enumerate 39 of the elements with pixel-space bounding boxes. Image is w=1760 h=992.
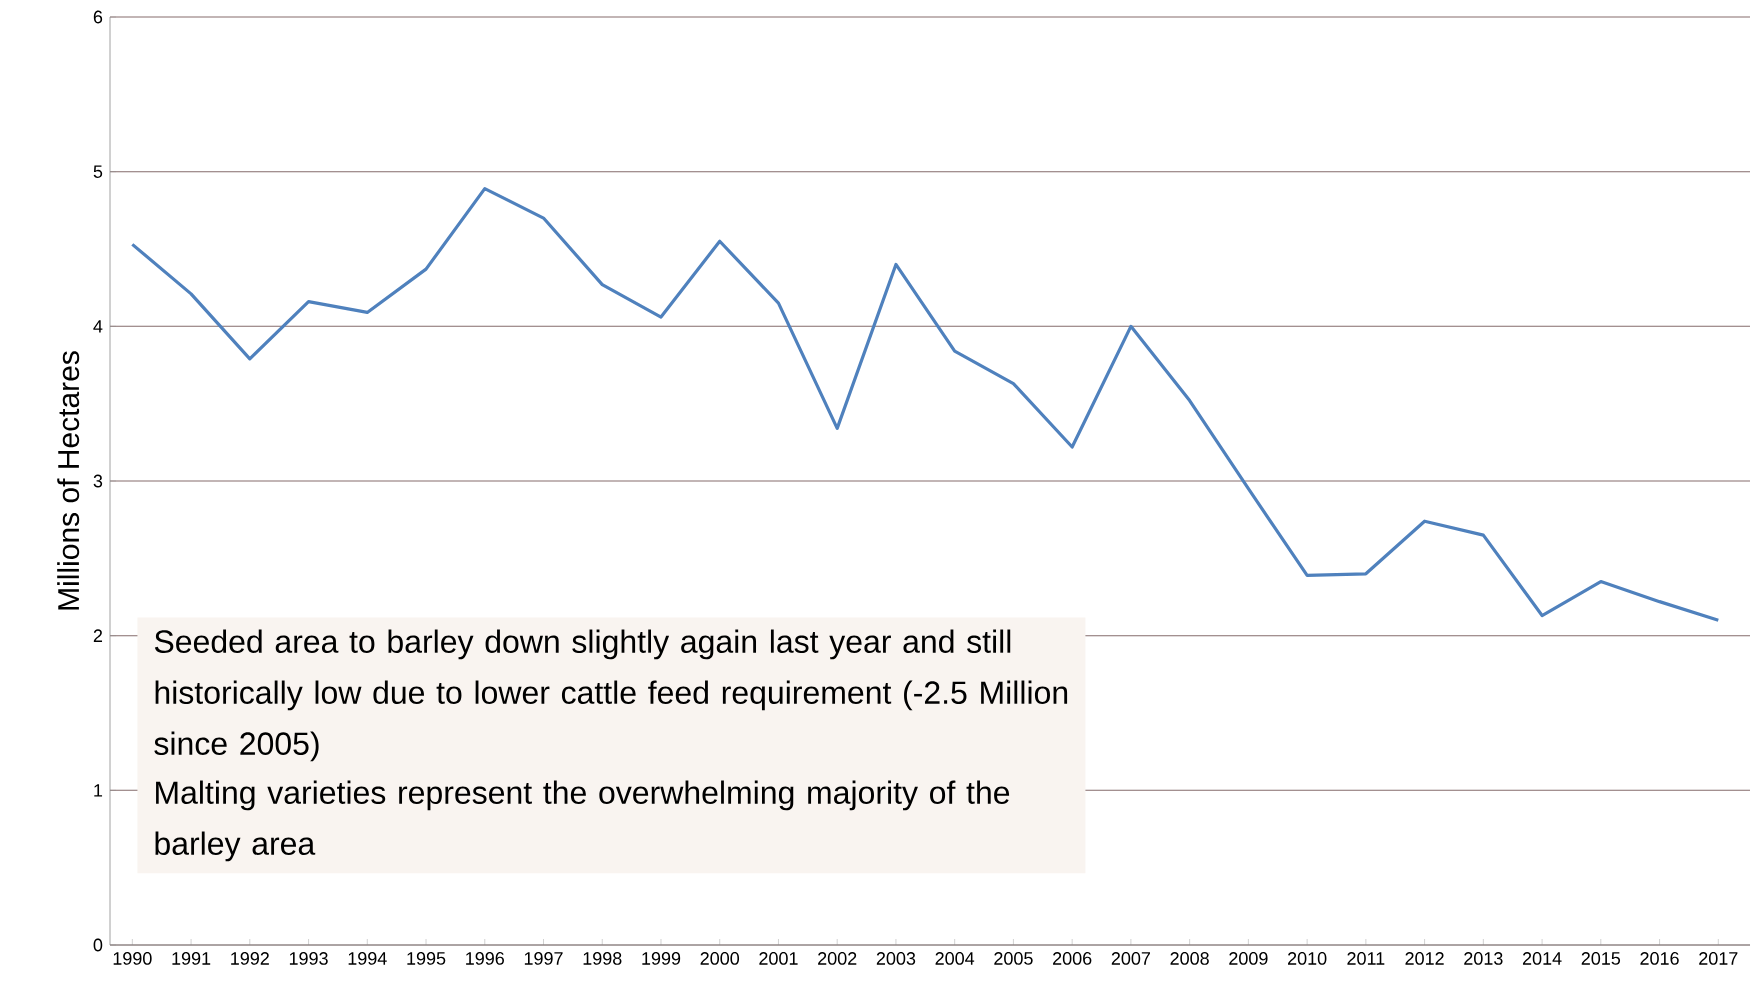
annotation: Malting varieties represent the overwhelming majority of the barley area <box>155 780 1010 862</box>
x-tick-label: 2017 <box>1699 952 1738 965</box>
x-tick-label: 1999 <box>642 952 681 965</box>
x-tick-label: 2009 <box>1229 952 1268 965</box>
x-tick-label: 2015 <box>1581 952 1621 965</box>
x-tick-label: 2001 <box>759 952 798 965</box>
x-tick-label: 2004 <box>935 952 975 965</box>
x-tick-label: 2014 <box>1522 952 1562 965</box>
x-tick-label: 2000 <box>700 952 740 965</box>
x-tick-label: 2013 <box>1464 952 1503 965</box>
y-tick-label: 1 <box>94 784 103 797</box>
y-tick-label: 2 <box>93 629 103 642</box>
x-tick-label: 2006 <box>1053 952 1092 965</box>
y-tick-label: 6 <box>93 10 103 24</box>
y-axis-title: Millions of Hectares <box>57 351 80 610</box>
x-tick-label: 1996 <box>466 952 504 965</box>
x-tick-label: 2003 <box>876 952 916 965</box>
x-tick-label: 2008 <box>1170 952 1209 965</box>
line-series <box>130 187 1720 622</box>
x-tick-label: 2007 <box>1111 952 1150 965</box>
y-tick-label: 5 <box>93 165 103 178</box>
x-tick-label: 2016 <box>1640 952 1679 965</box>
x-tick-label: 1993 <box>289 952 328 965</box>
x-tick-label: 1997 <box>524 952 563 965</box>
x-tick-label: 1998 <box>583 952 622 965</box>
x-tick-label: 2012 <box>1405 952 1444 965</box>
x-tick-label: 2002 <box>818 952 857 965</box>
y-tick-label: 3 <box>93 474 103 488</box>
x-tick-label: 2005 <box>994 952 1033 965</box>
x-tick-label: 1991 <box>172 952 211 965</box>
x-tick-label: 2010 <box>1288 952 1327 965</box>
y-tick-label: 4 <box>93 320 103 333</box>
x-tick-label: 1990 <box>113 952 152 965</box>
x-tick-label: 1995 <box>407 952 446 965</box>
x-tick-label: 1992 <box>231 952 269 965</box>
x-tick-label: 2011 <box>1347 952 1385 965</box>
y-tick-label: 0 <box>93 938 103 952</box>
x-tick-label: 1994 <box>348 952 387 965</box>
annotation: Seeded area to barley down slightly again last year and still historically low due to lower cattle feed requirement (-2.5 Million since 2005) <box>154 629 1068 762</box>
